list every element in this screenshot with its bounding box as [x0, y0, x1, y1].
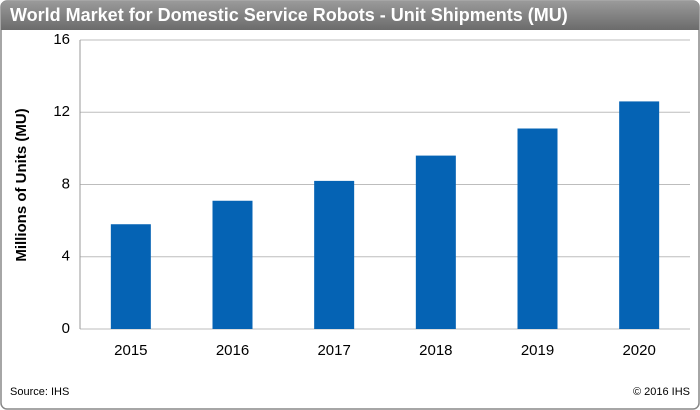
y-tick-label: 8 — [62, 175, 70, 192]
copyright: © 2016 IHS — [633, 386, 690, 398]
x-tick-label: 2019 — [521, 342, 554, 359]
title-bar — [1, 1, 699, 30]
y-tick-label: 12 — [53, 103, 70, 120]
y-tick-label: 4 — [62, 248, 70, 265]
x-tick-label: 2016 — [216, 342, 249, 359]
bar — [415, 155, 456, 329]
y-tick-label: 0 — [62, 320, 70, 337]
y-tick-label: 16 — [53, 31, 70, 48]
bar — [314, 180, 355, 329]
x-tick-label: 2020 — [622, 342, 655, 359]
y-axis-label: Millions of Units (MU) — [13, 108, 30, 261]
x-tick-label: 2018 — [419, 342, 452, 359]
x-tick-label: 2015 — [114, 342, 147, 359]
chart-title: World Market for Domestic Service Robots… — [10, 5, 568, 25]
bar — [517, 128, 558, 329]
x-tick-label: 2017 — [317, 342, 350, 359]
bar — [110, 224, 151, 329]
bar — [619, 101, 660, 329]
source: Source: IHS — [10, 386, 69, 398]
bar — [212, 200, 253, 329]
